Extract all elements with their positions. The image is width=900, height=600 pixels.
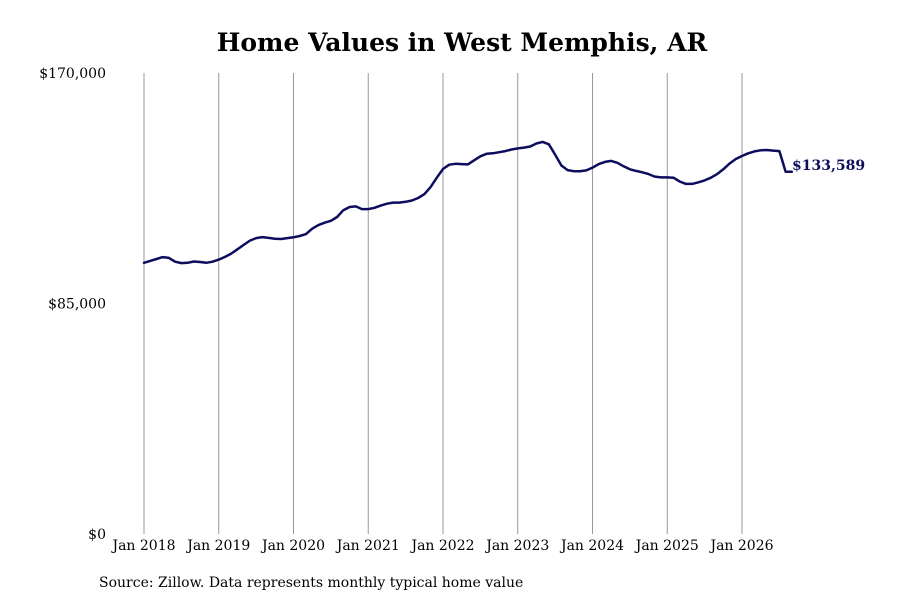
x-tick-label: Jan 2018 (110, 538, 175, 554)
x-tick-label: Jan 2019 (185, 538, 250, 554)
y-tick-label: $0 (88, 527, 106, 543)
x-tick-label: Jan 2025 (634, 538, 699, 554)
y-tick-label: $170,000 (39, 66, 106, 82)
y-tick-label: $85,000 (48, 297, 106, 313)
series-line-home-value (142, 140, 794, 265)
x-tick-label: Jan 2024 (559, 538, 624, 554)
chart-title: Home Values in West Memphis, AR (217, 28, 708, 57)
x-tick-label: Jan 2026 (708, 538, 773, 554)
end-value-label: $133,589 (792, 158, 865, 174)
source-note: Source: Zillow. Data represents monthly … (99, 575, 523, 591)
x-tick-label: Jan 2022 (409, 538, 474, 554)
x-tick-label: Jan 2020 (260, 538, 325, 554)
x-axis: Jan 2018 Jan 2019 Jan 2020 Jan 2021 Jan 2022… (110, 538, 773, 554)
x-tick-label: Jan 2023 (484, 538, 549, 554)
x-tick-label: Jan 2021 (335, 538, 400, 554)
grid-lines (143, 73, 743, 534)
y-axis: $0 $85,000 $170,000 (39, 66, 106, 543)
